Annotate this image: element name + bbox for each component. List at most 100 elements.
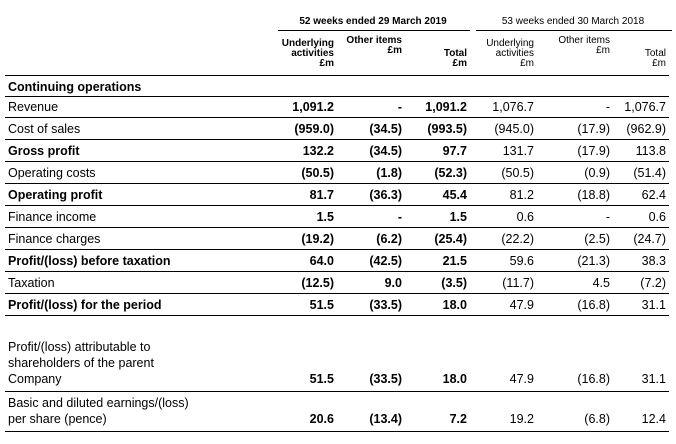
section-title-row: Continuing operations [5, 75, 669, 97]
cell-value: 31.1 [641, 298, 666, 312]
table-row: Revenue 1,091.2-1,091.2 1,076.7-1,076.7 [5, 96, 669, 118]
cell-value: 51.5 [309, 372, 334, 386]
cell-value: 18.0 [442, 372, 467, 386]
cell-value: 18.0 [442, 298, 467, 312]
cell-value: 19.2 [509, 412, 534, 426]
cell-value: (6.2) [376, 232, 402, 246]
cell-value: 81.2 [509, 188, 534, 202]
cell-value: 38.3 [641, 254, 666, 268]
cell-value: 51.5 [309, 298, 334, 312]
row-label: Profit/(loss) attributable to shareholde… [8, 340, 154, 386]
cell-value: (962.9) [626, 122, 666, 136]
cell-value: 1,091.2 [425, 100, 467, 114]
cell-value: 4.5 [592, 276, 610, 290]
cell-value: - [605, 210, 610, 224]
col-header-underlying-2019: Underlying activities £m [281, 38, 334, 69]
table-row: Profit/(loss) before taxation 64.0 (42.5) 2… [5, 250, 669, 272]
cell-value: (1.8) [376, 166, 402, 180]
cell-value: 20.6 [309, 412, 334, 426]
cell-value: 1.5 [316, 210, 334, 224]
table-row: Finance income 1.5 - 1.5 0.6 - 0.6 [5, 206, 669, 228]
period-header-2018: 53 weeks ended 30 March 2018 [501, 16, 645, 27]
cell-value: 47.9 [509, 298, 534, 312]
row-label: Finance charges [8, 232, 101, 246]
col-header-underlying-2018: Underlying activities £m [486, 38, 534, 69]
table-row: Finance charges (19.2) (6.2) (25.4) (22.2) (2… [5, 228, 669, 250]
table-row: Basic and diluted earnings/(loss) per sh… [5, 392, 669, 432]
cell-value: (0.9) [584, 166, 610, 180]
table-row: Operating costs (50.5) (1.8) (52.3) (50.5) (0… [5, 162, 669, 184]
cell-value: 0.6 [648, 210, 666, 224]
cell-value: 1.5 [449, 210, 467, 224]
cell-value: - [397, 100, 402, 114]
row-label: Profit/(loss) before taxation [8, 254, 171, 268]
period-header-2019: 52 weeks ended 29 March 2019 [299, 16, 447, 27]
cell-value: (17.9) [577, 144, 610, 158]
cell-value: (16.8) [577, 372, 610, 386]
cell-value: 0.6 [516, 210, 534, 224]
cell-value: (993.5) [427, 122, 467, 136]
cell-value: (21.3) [577, 254, 610, 268]
cell-value: - [397, 210, 402, 224]
cell-value: (22.2) [501, 232, 534, 246]
cell-value: 132.2 [302, 144, 334, 158]
cell-value: (7.2) [640, 276, 666, 290]
period-underline-2019 [278, 30, 470, 31]
table-row: Operating profit 81.7 (36.3) 45.4 81.2 (18.8)… [5, 184, 669, 206]
cell-value: (34.5) [369, 144, 402, 158]
cell-value: 7.2 [449, 412, 467, 426]
cell-value: (51.4) [633, 166, 666, 180]
cell-value: 131.7 [502, 144, 534, 158]
cell-value: (12.5) [301, 276, 334, 290]
period-underline-2018 [476, 30, 672, 31]
cell-value: (36.3) [369, 188, 402, 202]
cell-value: 31.1 [641, 372, 666, 386]
cell-value: (34.5) [369, 122, 402, 136]
cell-value: (50.5) [301, 166, 334, 180]
row-label: Taxation [8, 276, 55, 290]
col-header-other-2019: Other items £m [346, 35, 402, 56]
cell-value: (6.8) [584, 412, 610, 426]
cell-value: 21.5 [442, 254, 467, 268]
cell-value: (16.8) [577, 298, 610, 312]
col-header-total-2019: Total £m [443, 48, 467, 69]
row-label: Cost of sales [8, 122, 81, 136]
row-label: Revenue [8, 100, 59, 114]
cell-value: (52.3) [434, 166, 467, 180]
cell-value: (33.5) [369, 372, 402, 386]
table-row: Profit/(loss) for the period 51.5 (33.5) 18… [5, 294, 669, 316]
cell-value: - [605, 100, 610, 114]
cell-value: 1,076.7 [492, 100, 534, 114]
cell-value: 12.4 [641, 412, 666, 426]
row-label: Profit/(loss) for the period [8, 298, 162, 312]
cell-value: (959.0) [294, 122, 334, 136]
cell-value: (19.2) [301, 232, 334, 246]
cell-value: 59.6 [509, 254, 534, 268]
table-row: Gross profit 132.2 (34.5) 97.7 131.7 (17.9) 11… [5, 140, 669, 162]
row-label: Finance income [8, 210, 97, 224]
cell-value: 1,091.2 [292, 100, 334, 114]
col-header-total-2018: Total £m [644, 48, 666, 69]
cell-value: 45.4 [442, 188, 467, 202]
cell-value: (2.5) [584, 232, 610, 246]
cell-value: 1,076.7 [624, 100, 666, 114]
cell-value: 64.0 [309, 254, 334, 268]
cell-value: (13.4) [369, 412, 402, 426]
cell-value: 47.9 [509, 372, 534, 386]
cell-value: (25.4) [434, 232, 467, 246]
cell-value: (42.5) [369, 254, 402, 268]
cell-value: (50.5) [501, 166, 534, 180]
section-title: Continuing operations [8, 80, 142, 94]
cell-value: 9.0 [384, 276, 402, 290]
row-label: Basic and diluted earnings/(loss) per sh… [8, 396, 189, 426]
col-header-other-2018: Other items £m [558, 35, 610, 56]
cell-value: 113.8 [635, 144, 666, 158]
cell-value: 97.7 [442, 144, 467, 158]
table-row: Taxation (12.5) 9.0 (3.5) (11.7) 4.5 (7.2) [5, 272, 669, 294]
cell-value: (17.9) [577, 122, 610, 136]
cell-value: (33.5) [369, 298, 402, 312]
row-label: Operating costs [8, 166, 96, 180]
cell-value: (24.7) [633, 232, 666, 246]
cell-value: 81.7 [309, 188, 334, 202]
table-row: Cost of sales (959.0) (34.5) (993.5) (945.0)… [5, 118, 669, 140]
